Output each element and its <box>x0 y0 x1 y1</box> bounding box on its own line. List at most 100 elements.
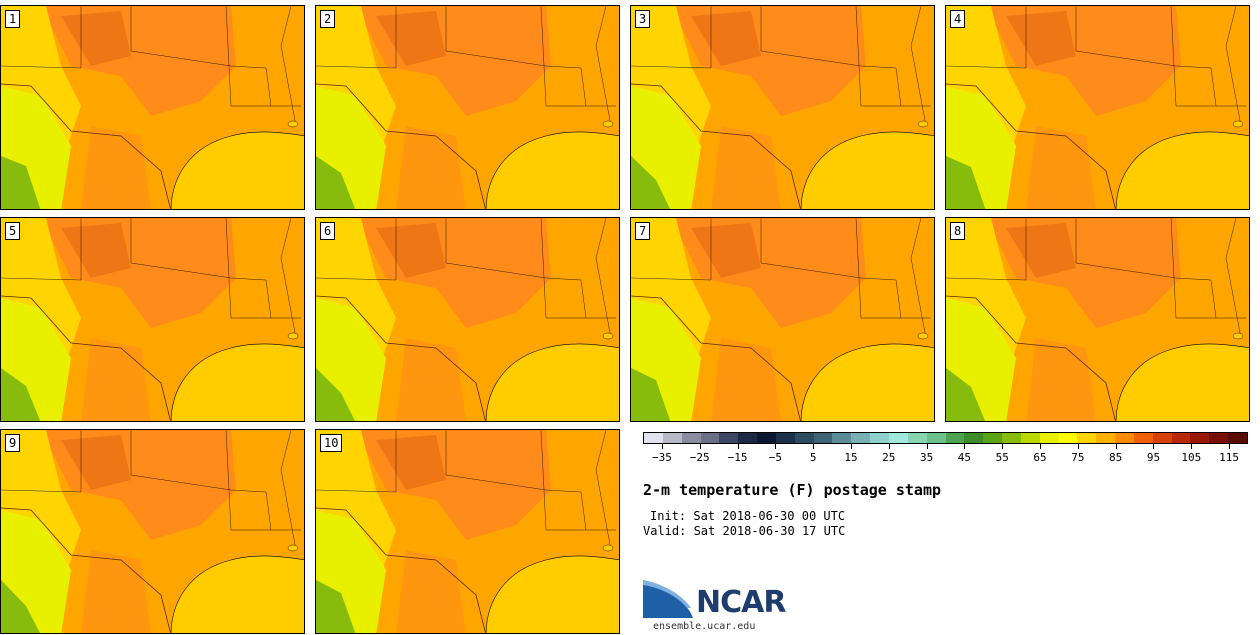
colorbar-tick-label: 75 <box>1071 451 1085 464</box>
colorbar-tick <box>1229 444 1231 449</box>
colorbar-bin <box>851 433 871 443</box>
map-panel-5: 5 <box>0 217 305 422</box>
colorbar-bin <box>1096 433 1116 443</box>
temperature-map-icon <box>316 6 619 209</box>
init-time: Init: Sat 2018-06-30 00 UTC <box>650 509 846 523</box>
panel-label: 9 <box>5 434 21 452</box>
temperature-map-icon <box>946 6 1249 209</box>
temperature-map-icon <box>1 430 304 633</box>
panel-label: 7 <box>635 222 651 240</box>
map-panel-9: 9 <box>0 429 305 634</box>
colorbar-bin <box>1209 433 1229 443</box>
colorbar-bin <box>738 433 758 443</box>
panel-label: 2 <box>320 10 336 28</box>
temperature-map-icon <box>316 430 619 633</box>
colorbar-tick <box>775 444 777 449</box>
colorbar-tick-label: 15 <box>844 451 858 464</box>
colorbar-tick-label: 45 <box>957 451 972 464</box>
map-panel-1: 1 <box>0 5 305 210</box>
colorbar-tick <box>1191 444 1193 449</box>
colorbar-bin <box>870 433 889 443</box>
chart-title: 2-m temperature (F) postage stamp <box>643 481 942 499</box>
colorbar-bin <box>775 433 795 443</box>
colorbar-tick-label: 55 <box>995 451 1009 464</box>
colorbar-bin <box>983 433 1003 443</box>
panel-label: 8 <box>950 222 966 240</box>
colorbar-tick-label: 5 <box>809 451 817 464</box>
panel-label: 4 <box>950 10 966 28</box>
colorbar-tick-label: −35 <box>651 451 672 464</box>
temperature-map-icon <box>1 218 304 421</box>
colorbar-tick-label: 105 <box>1181 451 1202 464</box>
colorbar <box>643 432 1248 444</box>
colorbar-bin <box>1077 433 1097 443</box>
colorbar-bin <box>964 433 984 443</box>
map-panel-2: 2 <box>315 5 620 210</box>
colorbar-bin <box>644 433 663 443</box>
colorbar-bin <box>681 433 701 443</box>
colorbar-tick-label: 35 <box>919 451 934 464</box>
colorbar-bin <box>888 433 908 443</box>
colorbar-bin <box>1171 433 1191 443</box>
colorbar-tick-label: 85 <box>1109 451 1123 464</box>
colorbar-ticks: −35 −25 −15 −5 5 15 25 35 45 55 65 75 85 95 105 115 <box>643 444 1248 468</box>
colorbar-tick <box>926 444 928 449</box>
ncar-logo-text: NCAR <box>696 585 786 620</box>
colorbar-bin <box>1002 433 1021 443</box>
colorbar-bin <box>662 433 682 443</box>
site-url: ensemble.ucar.edu <box>653 621 756 632</box>
map-panel-8: 8 <box>945 217 1250 422</box>
colorbar-tick <box>661 444 663 449</box>
colorbar-bin <box>1190 433 1210 443</box>
panel-label: 6 <box>320 222 336 240</box>
colorbar-tick <box>1115 444 1117 449</box>
ncar-logo-icon <box>643 580 693 618</box>
colorbar-bin <box>907 433 927 443</box>
colorbar-tick <box>737 444 739 449</box>
colorbar-tick-label: −25 <box>689 451 710 464</box>
colorbar-bin <box>1133 433 1153 443</box>
colorbar-bin <box>757 433 776 443</box>
colorbar-tick <box>813 444 815 449</box>
map-panel-3: 3 <box>630 5 935 210</box>
colorbar-tick <box>1002 444 1004 449</box>
colorbar-bin <box>1058 433 1078 443</box>
colorbar-bin <box>700 433 720 443</box>
colorbar-tick <box>1077 444 1079 449</box>
temperature-map-icon <box>316 218 619 421</box>
colorbar-bin <box>813 433 833 443</box>
panel-label: 5 <box>5 222 21 240</box>
colorbar-bin <box>1115 433 1134 443</box>
map-panel-7: 7 <box>630 217 935 422</box>
temperature-map-icon <box>631 6 934 209</box>
valid-time: Valid: Sat 2018-06-30 17 UTC <box>643 524 846 538</box>
colorbar-tick <box>1153 444 1155 449</box>
colorbar-tick <box>699 444 701 449</box>
colorbar-bin <box>1020 433 1040 443</box>
panel-label: 10 <box>320 434 343 452</box>
colorbar-tick <box>888 444 890 449</box>
colorbar-tick <box>964 444 966 449</box>
map-panel-6: 6 <box>315 217 620 422</box>
temperature-map-icon <box>1 6 304 209</box>
colorbar-bin <box>926 433 946 443</box>
colorbar-tick-label: 65 <box>1033 451 1047 464</box>
temperature-map-icon <box>946 218 1249 421</box>
colorbar-bin <box>794 433 814 443</box>
panel-label: 1 <box>5 10 21 28</box>
colorbar-bin <box>945 433 965 443</box>
colorbar-tick-label: 95 <box>1146 451 1161 464</box>
colorbar-tick <box>850 444 852 449</box>
panel-label: 3 <box>635 10 651 28</box>
map-panel-4: 4 <box>945 5 1250 210</box>
colorbar-bin <box>719 433 739 443</box>
colorbar-bin <box>1228 433 1247 443</box>
map-panel-10: 10 <box>315 429 620 634</box>
colorbar-tick-label: −5 <box>768 451 782 464</box>
colorbar-bin <box>1039 433 1059 443</box>
colorbar-tick <box>1040 444 1042 449</box>
colorbar-tick-label: 115 <box>1219 451 1240 464</box>
temperature-map-icon <box>631 218 934 421</box>
colorbar-tick-label: 25 <box>882 451 896 464</box>
colorbar-bin <box>1152 433 1172 443</box>
